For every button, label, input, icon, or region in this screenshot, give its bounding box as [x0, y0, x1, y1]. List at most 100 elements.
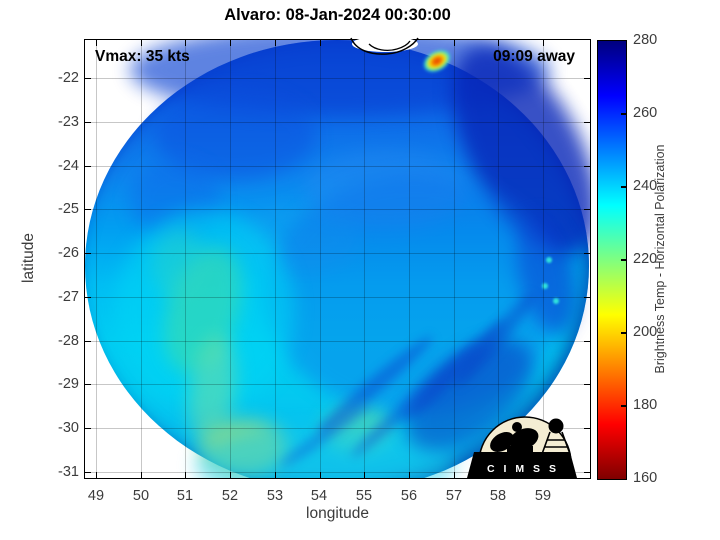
logo-base — [467, 452, 577, 478]
x-tick-label: 58 — [489, 488, 507, 504]
tick-mark — [229, 472, 231, 478]
tick-mark — [363, 472, 365, 478]
x-tick-label: 57 — [445, 488, 463, 504]
colorbar-tick — [621, 405, 626, 407]
grid-line-vertical — [364, 40, 365, 478]
swath-region-topleft-blue — [155, 90, 315, 180]
grid-line-vertical — [230, 40, 231, 478]
colorbar-tick-label: 200 — [633, 324, 658, 340]
dish-pedestal — [507, 446, 533, 456]
tick-mark — [584, 77, 590, 79]
x-tick-label: 55 — [355, 488, 373, 504]
tick-mark — [85, 427, 91, 429]
swath-bright-speck — [546, 257, 552, 263]
tick-mark — [85, 296, 91, 298]
plot-area — [85, 40, 590, 478]
swath-bright-speck — [553, 298, 559, 304]
page-title: Alvaro: 08-Jan-2024 00:30:00 — [224, 6, 451, 24]
grid-line-horizontal — [85, 78, 590, 79]
grid-line-vertical — [320, 40, 321, 478]
grid-line-horizontal — [85, 428, 590, 429]
tick-mark — [319, 472, 321, 478]
tick-mark — [95, 40, 97, 46]
time-away-annotation: 09:09 away — [493, 48, 575, 65]
grid-line-vertical — [543, 40, 544, 478]
tick-mark — [85, 165, 91, 167]
tick-mark — [85, 121, 91, 123]
swath-region-green-patch2 — [152, 230, 207, 300]
colorbar-tick — [621, 113, 626, 115]
grid-line-horizontal — [85, 122, 590, 123]
colorbar-tick-label: 280 — [633, 32, 658, 48]
y-tick-label: -22 — [58, 70, 79, 86]
y-tick-label: -27 — [58, 289, 79, 305]
grid-line-vertical — [185, 40, 186, 478]
tick-mark — [542, 40, 544, 46]
colorbar-tick-label: 260 — [633, 105, 658, 121]
tick-mark — [85, 252, 91, 254]
swath-bright-speck — [542, 283, 548, 289]
latitude-axis-label: latitude — [20, 233, 37, 283]
x-tick-label: 54 — [310, 488, 328, 504]
colorbar-tick — [621, 186, 626, 188]
swath-image — [85, 40, 590, 478]
logo-tree-icon — [512, 422, 522, 432]
cimss-logo: C I M S S — [467, 416, 577, 478]
x-tick-label: 51 — [176, 488, 194, 504]
tick-mark — [140, 40, 142, 46]
colorbar-tick — [621, 259, 626, 261]
tick-mark — [584, 208, 590, 210]
satellite-dish-icon — [509, 428, 539, 450]
grid-line-horizontal — [85, 166, 590, 167]
colorbar-tick-label: 240 — [633, 178, 658, 194]
tick-mark — [584, 427, 590, 429]
y-tick-label: -25 — [58, 201, 79, 217]
colorbar — [597, 40, 627, 480]
water-tower-icon — [548, 418, 564, 434]
tick-mark — [274, 472, 276, 478]
x-tick-label: 50 — [132, 488, 150, 504]
longitude-axis-label: longitude — [306, 505, 369, 522]
colorbar-tick-label: 220 — [633, 251, 658, 267]
tick-mark — [85, 340, 91, 342]
x-tick-label: 56 — [400, 488, 418, 504]
grid-line-vertical — [141, 40, 142, 478]
x-tick-label: 52 — [221, 488, 239, 504]
colorbar-axis-label: Brightness Temp - Horizontal Polarizatio… — [653, 144, 667, 374]
tick-mark — [184, 472, 186, 478]
y-tick-label: -26 — [58, 245, 79, 261]
tick-mark — [229, 40, 231, 46]
tick-mark — [95, 472, 97, 478]
vmax-annotation: Vmax: 35 kts — [95, 48, 190, 65]
swath-region-light-blue — [305, 150, 465, 230]
tick-mark — [140, 472, 142, 478]
y-tick-label: -29 — [58, 376, 79, 392]
tick-mark — [584, 296, 590, 298]
tick-mark — [584, 165, 590, 167]
y-tick-label: -31 — [58, 464, 79, 480]
grid-line-vertical — [409, 40, 410, 478]
tick-mark — [85, 77, 91, 79]
tick-mark — [584, 252, 590, 254]
x-tick-label: 59 — [534, 488, 552, 504]
colorbar-tick — [621, 332, 626, 334]
tick-mark — [408, 472, 410, 478]
tick-mark — [184, 40, 186, 46]
grid-line-vertical — [498, 40, 499, 478]
grid-line-vertical — [275, 40, 276, 478]
tick-mark — [584, 340, 590, 342]
logo-text: C I M S S — [487, 463, 559, 475]
grid-line-horizontal — [85, 472, 590, 473]
x-tick-label: 49 — [87, 488, 105, 504]
x-tick-label: 53 — [266, 488, 284, 504]
grid-line-horizontal — [85, 384, 590, 385]
grid-line-vertical — [454, 40, 455, 478]
tick-mark — [497, 40, 499, 46]
tick-mark — [274, 40, 276, 46]
tick-mark — [453, 40, 455, 46]
tick-mark — [85, 383, 91, 385]
grid-line-horizontal — [85, 341, 590, 342]
grid-line-vertical — [96, 40, 97, 478]
y-tick-label: -28 — [58, 333, 79, 349]
